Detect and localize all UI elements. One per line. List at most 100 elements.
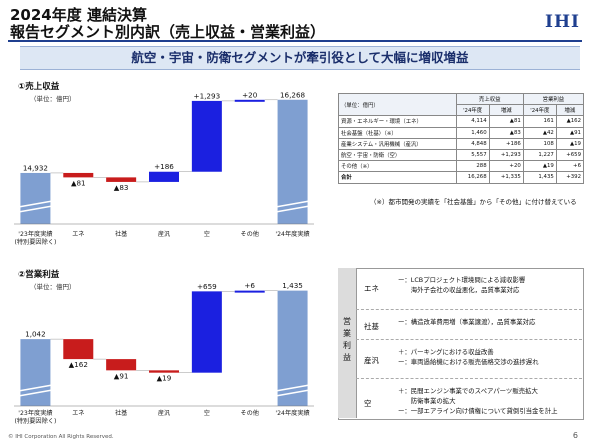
revenue-chart-unit: （単位：億円）: [30, 95, 76, 103]
value-label-0: 14,932: [23, 163, 48, 172]
category-label-1: エネ: [72, 410, 84, 417]
category-label-1: エネ: [72, 231, 84, 238]
table-cell: 1,435: [522, 171, 557, 184]
op-notes-segment-label: エネ: [364, 284, 379, 293]
segment-name: 航空・宇宙・防衛（空）: [338, 148, 457, 162]
op-notes-line: ー：一部エアライン向け債権について貸倒引当金を計上: [398, 407, 558, 415]
axis-break-mark: [275, 389, 310, 397]
category-label-0: '23年度実績: [18, 409, 52, 417]
table-cell: +392: [555, 171, 585, 184]
ihi-logo: IHI: [545, 12, 580, 32]
headline-banner: 航空・宇宙・防衛セグメントが牽引役として大幅に増収増益: [20, 46, 580, 70]
category-label-0: (特別要因除く): [14, 238, 56, 246]
table-row: 社会基盤（社基）（※） 1,460 ▲83 ▲42 ▲91: [338, 126, 585, 139]
op-notes-line: ＋：民間エンジン事業でのスペアパーツ販売拡大: [398, 387, 538, 395]
bar-0: [20, 172, 51, 224]
table-sub-header: 増減: [488, 104, 524, 117]
op-notes-separator: [356, 339, 582, 340]
value-label-6: 16,268: [280, 90, 306, 99]
table-cell: ▲81: [488, 115, 524, 128]
table-group-header: 営業利益: [522, 92, 585, 106]
table-cell: +20: [488, 160, 524, 173]
value-label-1: ▲162: [69, 360, 88, 369]
op-notes-line: ＋：パーキングにおける収益改善: [398, 348, 494, 356]
axis-break-mark: [18, 389, 53, 397]
segment-name: 資源・エネルギー・環境（エネ）: [338, 115, 457, 128]
table-cell: 288: [455, 160, 490, 173]
category-label-0: (特別要因除く): [14, 417, 56, 425]
bar-0: [20, 339, 51, 406]
op-notes-separator: [356, 378, 582, 379]
bar-5: [234, 99, 265, 102]
op-notes-separator: [356, 309, 582, 310]
axis-break-mark: [275, 384, 310, 392]
segment-table: （単位：億円） 売上収益 営業利益 '24年度 増減 '24年度 増減 資源・エ…: [338, 92, 585, 184]
table-cell: ▲162: [555, 115, 585, 128]
page-title-line1: 2024年度 連結決算: [10, 6, 147, 24]
page-number: 6: [572, 431, 578, 440]
page-title-line2: 報告セグメント別内訳（売上収益・営業利益）: [10, 23, 326, 41]
table-cell: 5,557: [455, 148, 490, 162]
table-cell: +659: [555, 148, 585, 162]
bar-2: [106, 177, 137, 182]
value-label-2: ▲83: [114, 183, 129, 192]
category-label-5: その他: [240, 230, 259, 238]
op-notes-segment-label: 空: [364, 399, 372, 408]
table-sub-header: 増減: [555, 104, 585, 117]
table-cell: 16,268: [455, 171, 490, 184]
bar-4: [191, 291, 222, 373]
axis-break-mark: [18, 205, 53, 213]
bar-1: [63, 172, 94, 178]
category-label-0: '23年度実績: [18, 230, 52, 238]
table-cell: ▲19: [522, 160, 557, 173]
value-label-3: +186: [154, 162, 174, 171]
op-notes-segment-label: 産汎: [364, 356, 379, 365]
table-cell: +1,335: [488, 171, 524, 184]
table-cell: 1,460: [455, 126, 490, 139]
table-footnote: （※）都市開発の実績を「社会基盤」から「その他」に付け替えている: [370, 198, 577, 206]
table-cell: 1,227: [522, 148, 557, 162]
value-label-4: +1,293: [194, 91, 221, 100]
segment-name: その他（※）: [338, 160, 457, 173]
segment-name: 合計: [338, 171, 457, 184]
table-cell: ▲91: [555, 126, 585, 139]
op-notes-tab: [338, 268, 357, 418]
value-label-5: +6: [244, 281, 255, 290]
op-notes-line: 海外子会社の収益悪化，品質事業対応: [398, 286, 520, 294]
category-label-4: 空: [204, 409, 210, 417]
value-label-4: +659: [197, 282, 217, 291]
value-label-1: ▲81: [71, 178, 86, 187]
table-row: 産業システム・汎用機械（産汎） 4,848 +186 108 ▲19: [338, 137, 585, 150]
axis-break-mark: [275, 205, 310, 213]
table-cell: +186: [488, 137, 524, 150]
category-label-2: 社基: [115, 230, 127, 238]
table-unit-header: （単位：億円）: [338, 92, 457, 117]
category-label-2: 社基: [115, 409, 127, 417]
table-cell: 161: [522, 115, 557, 128]
value-label-5: +20: [242, 90, 258, 99]
segment-name: 社会基盤（社基）（※）: [338, 126, 457, 139]
value-label-3: ▲19: [157, 374, 172, 383]
op-notes-line: ー：LCBプロジェクト環境問による減収影響: [398, 276, 526, 284]
category-label-6: '24年度実績: [275, 230, 309, 238]
category-label-4: 空: [204, 230, 210, 238]
table-cell: ▲83: [488, 126, 524, 139]
op-notes-line: ー：構造改革費用増（事業譲渡），品質事業対応: [398, 318, 536, 326]
axis-break-mark: [275, 200, 310, 208]
table-sub-header: '24年度: [522, 104, 557, 117]
table-row: 資源・エネルギー・環境（エネ） 4,114 ▲81 161 ▲162: [338, 115, 585, 128]
bar-2: [106, 359, 137, 371]
table-group-header: 売上収益: [455, 92, 524, 106]
table-row: 合計 16,268 +1,335 1,435 +392: [338, 171, 585, 184]
title-divider: [8, 40, 582, 42]
table-cell: 108: [522, 137, 557, 150]
value-label-6: 1,435: [282, 281, 303, 290]
category-label-6: '24年度実績: [275, 409, 309, 417]
value-label-2: ▲91: [114, 371, 129, 380]
bar-3: [149, 370, 179, 373]
table-cell: 4,114: [455, 115, 490, 128]
category-label-5: その他: [240, 409, 259, 417]
table-cell: +6: [555, 160, 585, 173]
table-row: その他（※） 288 +20 ▲19 +6: [338, 160, 585, 173]
headline-text: 航空・宇宙・防衛セグメントが牽引役として大幅に増収増益: [131, 50, 469, 65]
